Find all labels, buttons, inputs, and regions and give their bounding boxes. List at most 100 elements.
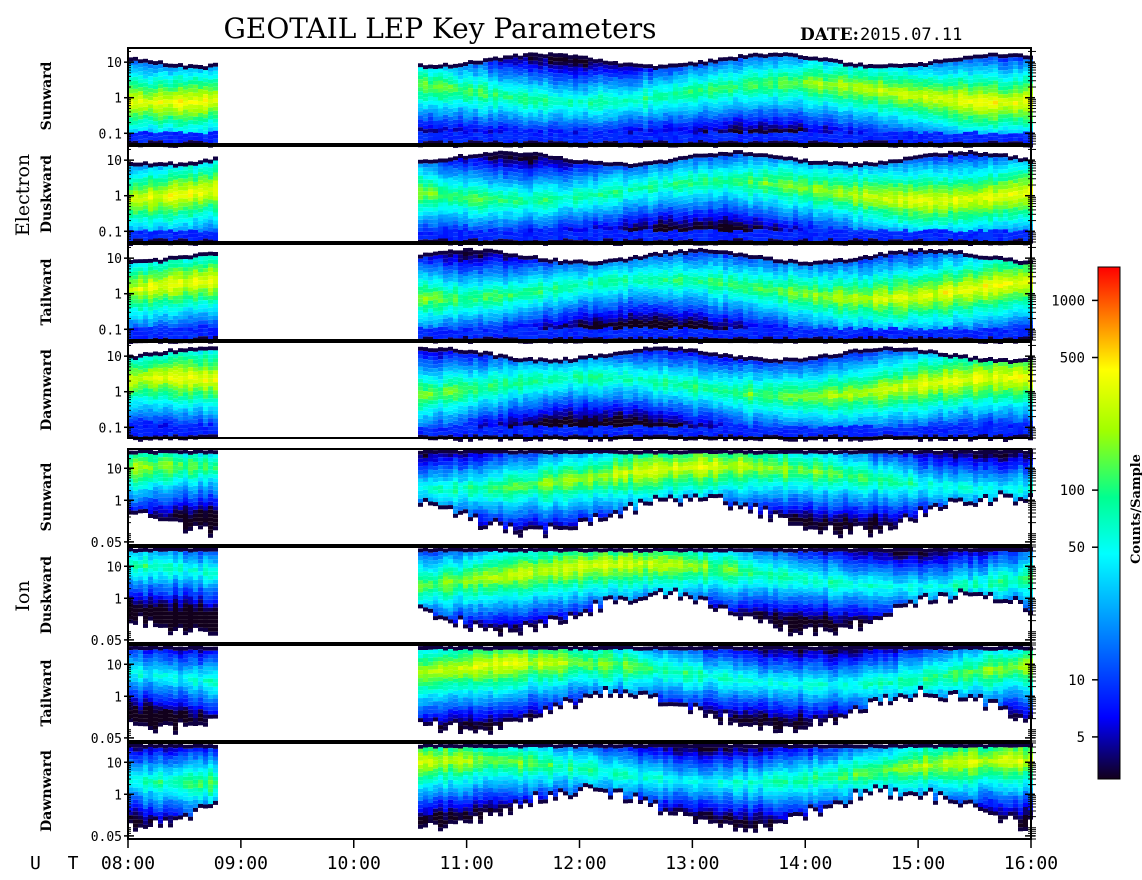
spectrogram-cell: [583, 191, 588, 196]
spectrogram-cell: [653, 130, 658, 134]
spectrogram-cell: [648, 205, 653, 210]
spectrogram-cell: [773, 80, 778, 85]
spectrogram-cell: [648, 161, 653, 166]
spectrogram-cell: [988, 104, 993, 109]
spectrogram-cell: [468, 60, 473, 65]
spectrogram-cell: [973, 62, 978, 67]
spectrogram-cell: [593, 209, 598, 214]
spectrogram-cell: [958, 61, 963, 66]
spectrogram-cell: [783, 132, 788, 137]
spectrogram-cell: [663, 168, 668, 173]
spectrogram-cell: [903, 67, 908, 72]
spectrogram-cell: [748, 152, 753, 157]
spectrogram-cell: [523, 137, 528, 142]
spectrogram-cell: [848, 126, 853, 131]
spectrogram-cell: [443, 126, 448, 131]
spectrogram-cell: [848, 74, 853, 79]
spectrogram-cell: [913, 71, 918, 76]
spectrogram-cell: [488, 224, 493, 229]
spectrogram-cell: [548, 72, 553, 77]
spectrogram-cell: [898, 140, 903, 144]
spectrogram-cell: [818, 97, 823, 102]
spectrogram-cell: [643, 201, 648, 206]
spectrogram-cell: [533, 175, 538, 180]
spectrogram-cell: [448, 169, 453, 174]
spectrogram-cell: [548, 195, 553, 200]
spectrogram-cell: [533, 104, 538, 109]
spectrogram-cell: [168, 177, 173, 182]
spectrogram-cell: [483, 58, 488, 63]
spectrogram-cell: [753, 128, 758, 133]
spectrogram-cell: [613, 105, 618, 109]
spectrogram-cell: [693, 106, 698, 111]
spectrogram-cell: [1008, 73, 1013, 78]
spectrogram-cell: [533, 163, 538, 168]
spectrogram-cell: [443, 94, 448, 99]
spectrogram-cell: [568, 139, 573, 144]
spectrogram-cell: [683, 163, 688, 168]
spectrogram-cell: [598, 164, 603, 169]
spectrogram-cell: [153, 77, 158, 82]
spectrogram-cell: [198, 77, 203, 81]
spectrogram-cell: [698, 80, 703, 84]
spectrogram-cell: [563, 218, 568, 223]
spectrogram-cell: [723, 97, 728, 102]
spectrogram-cell: [488, 125, 493, 130]
spectrogram-cell: [133, 214, 138, 219]
spectrogram-cell: [868, 132, 873, 136]
spectrogram-cell: [638, 127, 643, 132]
spectrogram-cell: [558, 212, 563, 216]
spectrogram-cell: [138, 127, 143, 132]
spectrogram-cell: [603, 140, 608, 145]
spectrogram-cell: [1023, 127, 1028, 132]
spectrogram-cell: [723, 133, 728, 138]
spectrogram-cell: [203, 182, 208, 187]
spectrogram-cell: [438, 100, 443, 105]
spectrogram-cell: [563, 214, 568, 219]
spectrogram-cell: [703, 77, 708, 82]
spectrogram-cell: [463, 94, 468, 99]
spectrogram-cell: [708, 185, 713, 190]
spectrogram-cell: [748, 137, 753, 142]
spectrogram-cell: [418, 159, 423, 164]
spectrogram-cell: [663, 216, 668, 221]
spectrogram-cell: [603, 182, 608, 187]
spectrogram-cell: [638, 79, 643, 84]
spectrogram-cell: [523, 232, 528, 237]
spectrogram-cell: [128, 89, 133, 94]
spectrogram-cell: [453, 91, 458, 96]
spectrogram-cell: [208, 135, 213, 140]
spectrogram-cell: [668, 111, 673, 116]
spectrogram-cell: [998, 102, 1003, 107]
spectrogram-cell: [838, 67, 843, 72]
spectrogram-cell: [578, 168, 583, 173]
spectrogram-cell: [713, 107, 718, 112]
spectrogram-cell: [643, 96, 648, 101]
spectrogram-cell: [853, 119, 858, 124]
spectrogram-cell: [693, 130, 698, 135]
spectrogram-cell: [1003, 138, 1008, 143]
spectrogram-cell: [618, 111, 623, 116]
spectrogram-cell: [588, 184, 593, 189]
panel-frame: [127, 47, 1032, 145]
spectrogram-cell: [513, 109, 518, 114]
spectrogram-cell: [583, 59, 588, 64]
spectrogram-cell: [643, 112, 648, 117]
spectrogram-cell: [683, 118, 688, 123]
spectrogram-cell: [148, 124, 153, 129]
spectrogram-cell: [738, 98, 743, 103]
spectrogram-cell: [128, 117, 133, 122]
spectrogram-cell: [153, 214, 158, 219]
spectrogram-cell: [673, 229, 678, 234]
spectrogram-cell: [643, 124, 648, 129]
spectrogram-cell: [813, 120, 818, 125]
spectrogram-cell: [1008, 77, 1013, 82]
spectrogram-cell: [203, 158, 208, 163]
spectrogram-cell: [968, 79, 973, 84]
spectrogram-cell: [168, 135, 173, 140]
spectrogram-cell: [138, 115, 143, 120]
spectrogram-cell: [503, 111, 508, 116]
spectrogram-cell: [868, 72, 873, 76]
spectrogram-cell: [713, 173, 718, 178]
spectrogram-cell: [443, 202, 448, 207]
